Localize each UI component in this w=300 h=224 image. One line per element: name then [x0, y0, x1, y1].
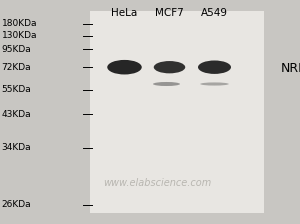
Text: 34KDa: 34KDa — [2, 143, 31, 152]
Text: 43KDa: 43KDa — [2, 110, 31, 119]
Text: 130KDa: 130KDa — [2, 31, 37, 40]
Text: 72KDa: 72KDa — [2, 63, 31, 72]
Text: 180KDa: 180KDa — [2, 19, 37, 28]
Ellipse shape — [198, 60, 231, 74]
Ellipse shape — [200, 82, 229, 86]
Text: MCF7: MCF7 — [155, 8, 184, 18]
Text: NRF1: NRF1 — [280, 62, 300, 75]
Text: 26KDa: 26KDa — [2, 200, 31, 209]
Text: 55KDa: 55KDa — [2, 85, 31, 94]
Ellipse shape — [154, 61, 185, 73]
Text: www.elabscience.com: www.elabscience.com — [103, 178, 212, 187]
Bar — [90, 11, 264, 213]
Text: HeLa: HeLa — [111, 8, 138, 18]
Text: 95KDa: 95KDa — [2, 45, 31, 54]
Text: A549: A549 — [201, 8, 228, 18]
Ellipse shape — [107, 60, 142, 75]
Ellipse shape — [153, 82, 180, 86]
